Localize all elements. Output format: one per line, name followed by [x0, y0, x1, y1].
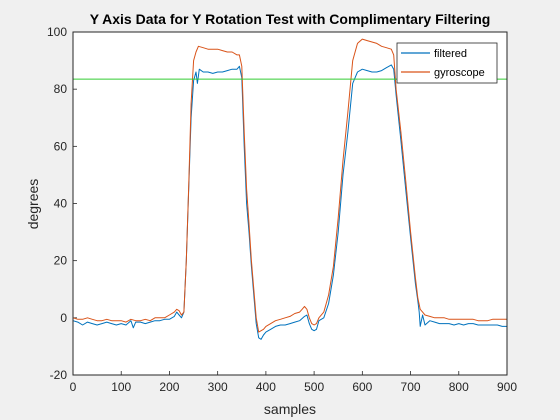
chart-title: Y Axis Data for Y Rotation Test with Com… — [90, 11, 491, 27]
x-tick-label: 600 — [352, 380, 372, 394]
y-tick-label: 0 — [60, 311, 67, 325]
x-tick-label: 400 — [256, 380, 276, 394]
x-tick-label: 700 — [401, 380, 421, 394]
series-line-filtered — [72, 64, 507, 340]
legend-label-filtered: filtered — [434, 48, 467, 60]
series-line-gyroscope — [72, 38, 507, 333]
y-tick-label: 40 — [54, 197, 68, 211]
x-tick-label: 800 — [449, 380, 469, 394]
plot-frame — [72, 31, 508, 376]
x-tick-label: 900 — [497, 380, 517, 394]
y-tick-label: 20 — [54, 254, 68, 268]
legend-label-gyroscope: gyroscope — [434, 67, 485, 79]
x-tick-label: 200 — [159, 380, 179, 394]
legend: filtered gyroscope — [396, 42, 498, 84]
ticks: 0 100 200 300 400 500 600 700 800 900-20020406080… — [47, 25, 517, 394]
y-tick-label: 100 — [47, 25, 67, 39]
legend-box — [396, 42, 498, 84]
x-tick-label: 0 — [70, 380, 77, 394]
x-tick-label: 500 — [304, 380, 324, 394]
y-axis-label: degrees — [25, 179, 41, 230]
x-tick-label: 300 — [208, 380, 228, 394]
x-tick-label: 100 — [111, 380, 131, 394]
y-tick-label: 80 — [54, 82, 68, 96]
x-axis-label: samples — [264, 401, 316, 417]
y-tick-label: 60 — [54, 139, 68, 153]
y-tick-label: -20 — [50, 368, 68, 382]
